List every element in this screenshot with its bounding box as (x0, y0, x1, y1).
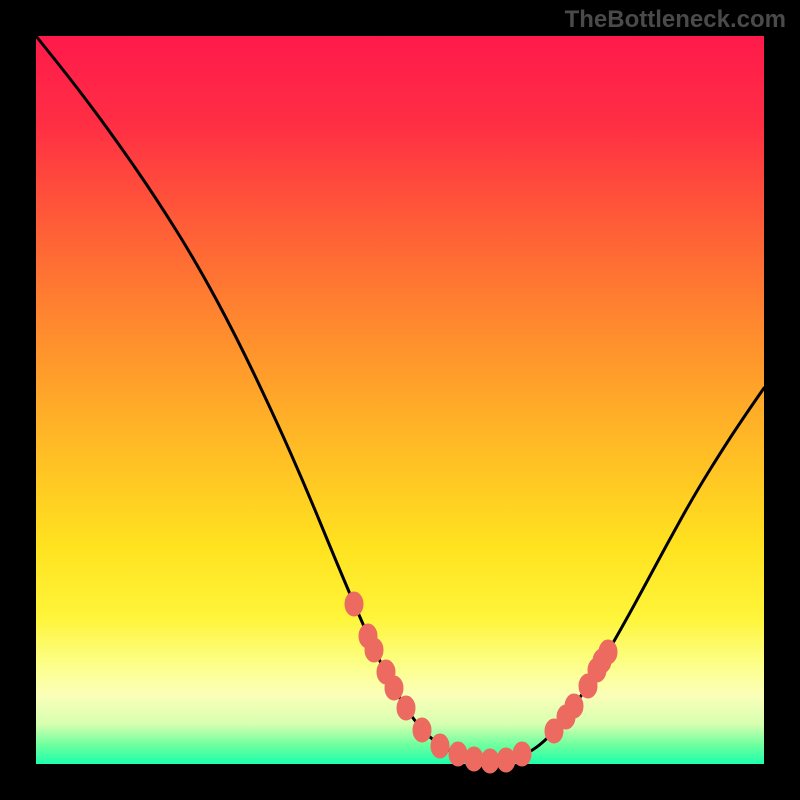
marker-point (565, 694, 583, 718)
marker-point (449, 742, 467, 766)
chart-svg (36, 36, 764, 764)
marker-point (413, 718, 431, 742)
gradient-background (36, 36, 764, 764)
marker-point (385, 676, 403, 700)
marker-point (365, 638, 383, 662)
watermark-text: TheBottleneck.com (565, 6, 786, 34)
marker-point (397, 696, 415, 720)
chart-frame: TheBottleneck.com (0, 0, 800, 800)
marker-point (497, 748, 515, 772)
plot-area (36, 36, 764, 764)
marker-point (599, 640, 617, 664)
marker-point (513, 742, 531, 766)
marker-point (345, 592, 363, 616)
marker-point (431, 734, 449, 758)
marker-point (465, 747, 483, 771)
marker-point (481, 749, 499, 773)
